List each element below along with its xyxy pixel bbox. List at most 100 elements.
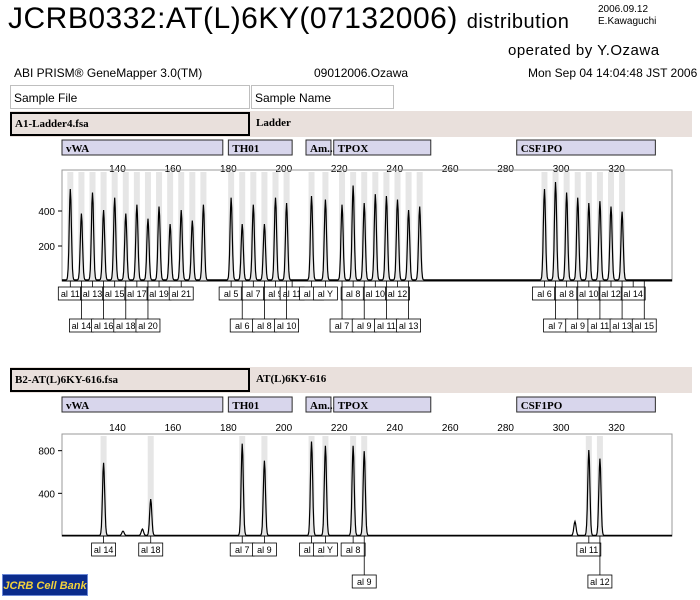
- allele-box: [313, 286, 338, 301]
- bin-shade: [322, 172, 329, 281]
- bin-shade: [228, 172, 235, 281]
- bin-shade: [178, 172, 185, 281]
- bin-shade: [100, 436, 107, 536]
- allele-label-row1: al 9: [268, 289, 283, 299]
- bin-shade: [133, 172, 140, 281]
- allele-label-row1: al 12: [388, 289, 408, 299]
- x-tick-label: 200: [275, 423, 292, 434]
- allele-label-row2: al 11: [590, 321, 609, 331]
- x-tick-label: 300: [553, 423, 570, 434]
- bin-shade: [416, 172, 423, 281]
- allele-label-row2: al 13: [399, 321, 419, 331]
- locus-label: TH01: [232, 400, 259, 412]
- bin-shade: [585, 436, 592, 536]
- bin-shade: [596, 172, 603, 281]
- allele-label-row2: al 18: [116, 321, 136, 331]
- allele-label-row1: al 19: [149, 289, 169, 299]
- bin-shade: [405, 172, 412, 281]
- allele-label-row1: al 5: [224, 289, 239, 299]
- allele-label-row1: al 7: [246, 289, 261, 299]
- allele-label-row1: al 14: [94, 545, 114, 555]
- sample-file-2[interactable]: B2-AT(L)6KY-616.fsa: [10, 368, 250, 392]
- locus-label: TH01: [232, 143, 259, 155]
- allele-label-row2: al 9: [357, 577, 372, 587]
- bin-shade: [283, 172, 290, 281]
- allele-box: [138, 542, 164, 557]
- allele-label-row1: al 12: [601, 289, 621, 299]
- allele-label-row2: al 12: [590, 577, 610, 587]
- allele-label-row1: al 11: [61, 289, 80, 299]
- x-tick-label: 240: [386, 423, 403, 434]
- bin-shade: [239, 436, 246, 536]
- jcrb-logo: JCRB Cell Bank: [2, 574, 88, 596]
- x-tick-label: 260: [442, 423, 459, 434]
- bin-shade: [541, 172, 548, 281]
- bin-shade: [122, 172, 129, 281]
- bin-shade: [596, 436, 603, 536]
- allele-box: [351, 574, 377, 589]
- locus-bar: [227, 396, 293, 413]
- locus-label: Am...: [310, 143, 336, 155]
- bin-shade: [563, 172, 570, 281]
- allele-box: [91, 542, 116, 557]
- allele-box: [168, 286, 194, 301]
- allele-label-row2: al 7: [335, 321, 350, 331]
- timestamp-text: Mon Sep 04 14:04:48 JST 2006: [528, 66, 698, 80]
- locus-bar: [333, 396, 432, 413]
- bin-shade: [608, 172, 614, 281]
- bin-shade: [308, 436, 315, 536]
- allele-label-row1: al 14: [623, 289, 643, 299]
- y-tick-label: 200: [38, 242, 55, 253]
- allele-label-row1: al 10: [366, 289, 386, 299]
- bin-shade: [372, 172, 379, 281]
- y-tick-label: 400: [38, 489, 55, 500]
- allele-label-row1: al 8: [346, 545, 361, 555]
- allele-box: [620, 286, 646, 301]
- file-text: 09012006.Ozawa: [314, 66, 409, 80]
- bin-shade: [574, 172, 581, 281]
- allele-label-row1: al 8: [559, 289, 574, 299]
- allele-box: [631, 318, 657, 333]
- allele-label-row2: al 13: [612, 321, 632, 331]
- sample-file-1[interactable]: A1-Ladder4.fsa: [10, 112, 250, 136]
- bin-shade: [350, 436, 357, 536]
- bin-shade: [350, 172, 357, 281]
- sample-file-header: Sample File: [10, 85, 250, 109]
- bin-shade: [111, 172, 118, 281]
- locus-bar: [516, 396, 656, 413]
- bin-shade: [78, 172, 85, 281]
- x-tick-label: 160: [165, 423, 182, 434]
- allele-label-row1: al 21: [171, 289, 191, 299]
- locus-label: Am...: [310, 400, 336, 412]
- locus-bar: [305, 139, 332, 156]
- allele-label-row1: al 10: [579, 289, 599, 299]
- page-title: JCRB0332:AT(L)6KY(07132006) distribution: [8, 2, 569, 36]
- bin-shade: [383, 172, 390, 281]
- allele-label-row1: al X: [304, 545, 320, 555]
- title-main-text: JCRB0332:AT(L)6KY(07132006): [8, 2, 458, 35]
- allele-label-row2: al 7: [548, 321, 563, 331]
- locus-label: TPOX: [338, 400, 369, 412]
- locus-bar: [61, 139, 224, 156]
- allele-box: [576, 542, 602, 557]
- bin-shade: [147, 436, 154, 536]
- allele-box: [340, 542, 366, 557]
- x-tick-label: 320: [608, 423, 625, 434]
- allele-label-row1: al 15: [105, 289, 125, 299]
- allele-label-row1: al 6: [537, 289, 552, 299]
- allele-label-row2: al 20: [138, 321, 158, 331]
- date-author-block: 2006.09.12 E.Kawaguchi: [598, 4, 656, 28]
- bin-shade: [100, 172, 107, 281]
- bin-shade: [394, 172, 401, 281]
- bin-shade: [89, 172, 96, 281]
- allele-label-row1: al 11: [579, 545, 598, 555]
- allele-label-row2: al 15: [635, 321, 655, 331]
- y-tick-label: 400: [38, 207, 55, 218]
- y-tick-label: 800: [38, 447, 55, 458]
- allele-label-row2: al 10: [277, 321, 297, 331]
- bin-shade: [67, 172, 74, 281]
- allele-label-row2: al 11: [377, 321, 396, 331]
- locus-label: vWA: [66, 143, 89, 155]
- bin-shade: [156, 172, 163, 281]
